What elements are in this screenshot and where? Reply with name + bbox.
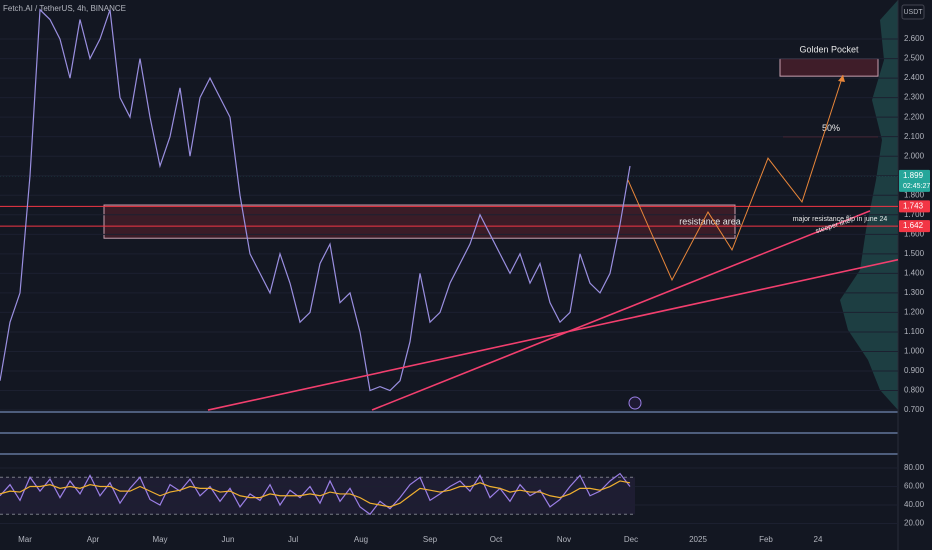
projection xyxy=(627,74,844,282)
x-tick-label: Dec xyxy=(624,535,638,544)
y-tick-label: 20.00 xyxy=(904,519,925,528)
y-tick-label: 2.000 xyxy=(904,151,925,160)
price-line xyxy=(0,480,631,508)
price-tag xyxy=(899,200,930,213)
y-tick-label: 1.500 xyxy=(904,249,925,258)
trendline xyxy=(207,258,899,411)
y-tick-label: 2.300 xyxy=(904,93,925,102)
x-tick-label: Apr xyxy=(87,535,100,544)
unit-box xyxy=(901,4,925,20)
annotation: resistance area xyxy=(679,216,741,226)
trendline xyxy=(371,210,871,411)
x-tick-label: Oct xyxy=(490,535,503,544)
y-tick-label: 60.00 xyxy=(904,482,925,491)
y-tick-label: 1.600 xyxy=(904,229,925,238)
x-tick-label: Feb xyxy=(759,535,773,544)
volume-profile xyxy=(840,0,898,410)
x-tick-label: Aug xyxy=(354,535,368,544)
arrow-head xyxy=(838,74,845,82)
event-icon[interactable] xyxy=(628,396,642,410)
y-tick-label: 2.600 xyxy=(904,34,925,43)
annotation: Golden Pocket xyxy=(799,44,859,54)
x-tick-label: Mar xyxy=(18,535,32,544)
golden-pocket xyxy=(779,58,879,77)
countdown-label: 02:45:27 xyxy=(903,183,930,190)
x-tick-label: 2025 xyxy=(689,535,707,544)
y-tick-label: 2.400 xyxy=(904,73,925,82)
price-tag-label: 1.743 xyxy=(903,201,924,210)
x-tick-label: May xyxy=(152,535,167,544)
y-tick-label: 0.900 xyxy=(904,366,925,375)
y-tick-label: 0.700 xyxy=(904,405,925,414)
resistance-box xyxy=(103,204,736,239)
chart-title: Fetch.AI / TetherUS, 4h, BINANCE xyxy=(3,4,126,13)
y-tick-label: 2.200 xyxy=(904,112,925,121)
y-tick-label: 0.800 xyxy=(904,386,925,395)
annotation: major resistance flip in june 24 xyxy=(793,216,888,223)
annotation: 50% xyxy=(822,123,840,133)
price-tag xyxy=(899,169,930,192)
y-tick-label: 1.800 xyxy=(904,190,925,199)
price-tag-label: 1.642 xyxy=(903,221,924,230)
price-tag xyxy=(899,220,930,233)
y-tick-label: 80.00 xyxy=(904,463,925,472)
y-tick-label: 1.200 xyxy=(904,308,925,317)
y-tick-label: 2.500 xyxy=(904,54,925,63)
y-tick-label: 1.300 xyxy=(904,288,925,297)
y-tick-label: 1.100 xyxy=(904,327,925,336)
y-tick-label: 1.400 xyxy=(904,268,925,277)
y-tick-label: 1.000 xyxy=(904,347,925,356)
price-tag-label: 1.899 xyxy=(903,171,924,180)
x-tick-label: Nov xyxy=(557,535,571,544)
price-line xyxy=(0,8,631,392)
x-tick-label: Sep xyxy=(423,535,438,544)
unit-label: USDT xyxy=(903,9,923,16)
x-tick-label: 24 xyxy=(814,535,823,544)
x-tick-label: Jul xyxy=(288,535,298,544)
y-tick-label: 2.100 xyxy=(904,132,925,141)
y-tick-label: 40.00 xyxy=(904,500,925,509)
y-tick-label: 1.700 xyxy=(904,210,925,219)
x-tick-label: Jun xyxy=(222,535,235,544)
